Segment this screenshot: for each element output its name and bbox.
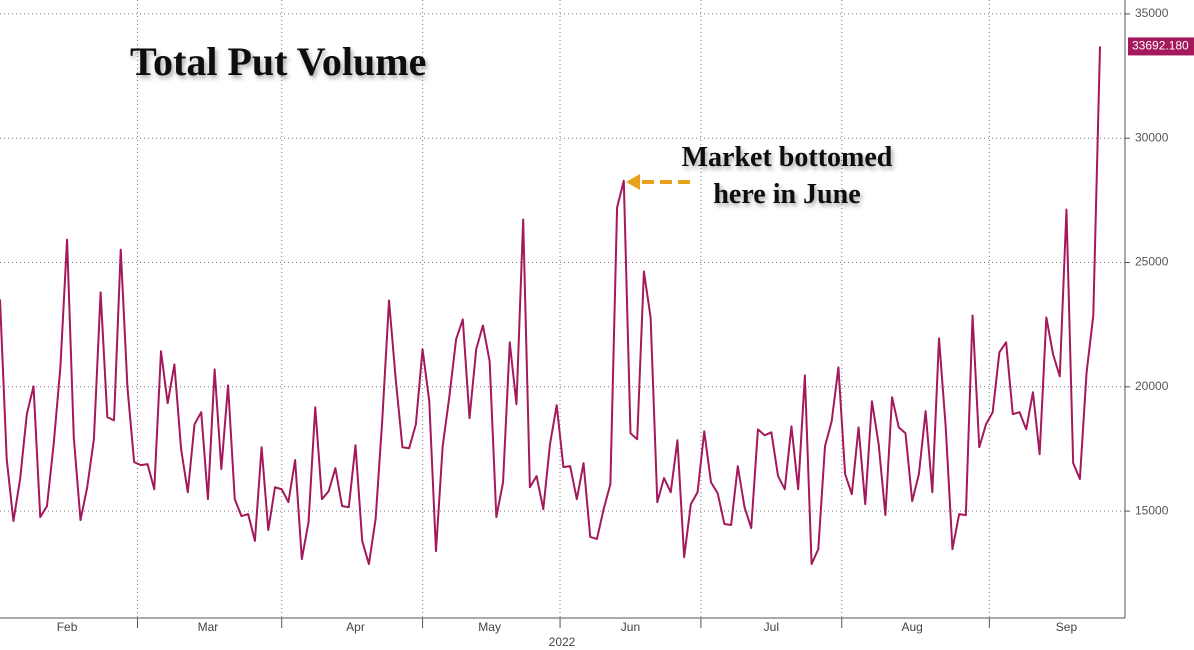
- last-value-box: [1128, 37, 1194, 56]
- y-tick-label: 25000: [1135, 255, 1169, 269]
- x-tick-label: May: [478, 620, 501, 634]
- x-tick-label: Jul: [764, 620, 779, 634]
- y-tick-label: 15000: [1135, 503, 1169, 517]
- x-axis-label: 2022: [549, 635, 576, 649]
- annotation-line: here in June: [713, 179, 860, 210]
- x-tick-label: Sep: [1056, 620, 1078, 634]
- series-line: [0, 46, 1101, 566]
- y-tick-label: 20000: [1135, 379, 1169, 393]
- x-tick-label: Jun: [621, 620, 640, 634]
- x-tick-label: Apr: [346, 620, 365, 634]
- y-tick-label: 35000: [1135, 6, 1169, 20]
- annotation-line: Market bottomed: [682, 142, 893, 173]
- chart-title: Total Put Volume: [130, 39, 426, 84]
- plot: [0, 46, 1101, 566]
- x-tick-label: Mar: [198, 620, 219, 634]
- y-tick-label: 30000: [1135, 130, 1169, 144]
- grid: [0, 0, 1130, 628]
- x-tick-label: Aug: [902, 620, 923, 634]
- annotation-arrowhead: [626, 174, 640, 190]
- last-value-label: 33692.180: [1132, 39, 1189, 53]
- x-tick-label: Feb: [57, 620, 78, 634]
